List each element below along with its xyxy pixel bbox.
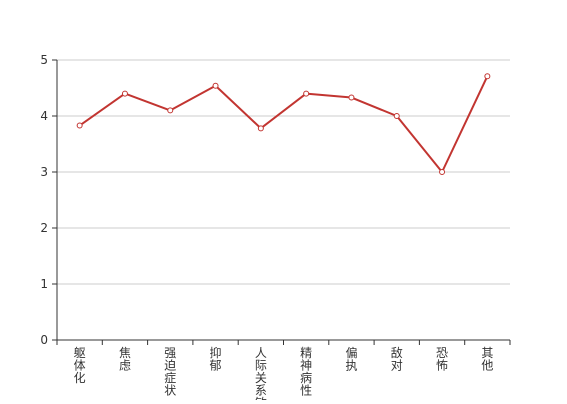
x-tick-label: 强迫症状 xyxy=(164,346,176,398)
data-point[interactable] xyxy=(348,94,355,101)
x-tick-label: 恐怖 xyxy=(436,346,448,373)
x-tick-label: 抑郁 xyxy=(210,345,222,373)
data-point[interactable] xyxy=(303,90,310,97)
y-tick-labels: 0 1 2 3 4 5 xyxy=(40,53,48,347)
data-point[interactable] xyxy=(439,169,446,175)
y-tick-label: 4 xyxy=(40,109,48,123)
x-tick-labels: 躯体化 焦虑 强迫症状 抑郁 人际关系敏感 精神病性 偏执 敌对 恐怖 其他 xyxy=(74,345,494,404)
x-tick-label: 敌对 xyxy=(391,345,403,373)
y-tick-label: 1 xyxy=(40,277,48,291)
y-tick-label: 3 xyxy=(40,165,48,179)
data-point[interactable] xyxy=(484,73,491,80)
data-point[interactable] xyxy=(212,82,219,89)
data-point[interactable] xyxy=(121,90,128,97)
x-tick-label: 焦虑 xyxy=(119,346,131,373)
axis-layer xyxy=(52,59,511,345)
data-point[interactable] xyxy=(76,122,83,129)
series-line xyxy=(79,75,489,173)
data-point[interactable] xyxy=(393,113,400,119)
y-tick-label: 2 xyxy=(40,221,48,235)
data-point[interactable] xyxy=(257,125,264,132)
data-point[interactable] xyxy=(167,107,174,114)
series-layer xyxy=(76,73,491,175)
x-tick-label: 偏执 xyxy=(345,345,357,373)
y-tick-label: 0 xyxy=(40,333,48,347)
x-tick-label: 精神病性 xyxy=(300,346,312,398)
grid-layer xyxy=(57,59,510,285)
y-tick-label: 5 xyxy=(40,53,48,67)
x-tick-label: 躯体化 xyxy=(74,345,86,385)
x-tick-label: 其他 xyxy=(481,346,493,373)
x-tick-label: 人际关系敏感 xyxy=(255,346,267,400)
